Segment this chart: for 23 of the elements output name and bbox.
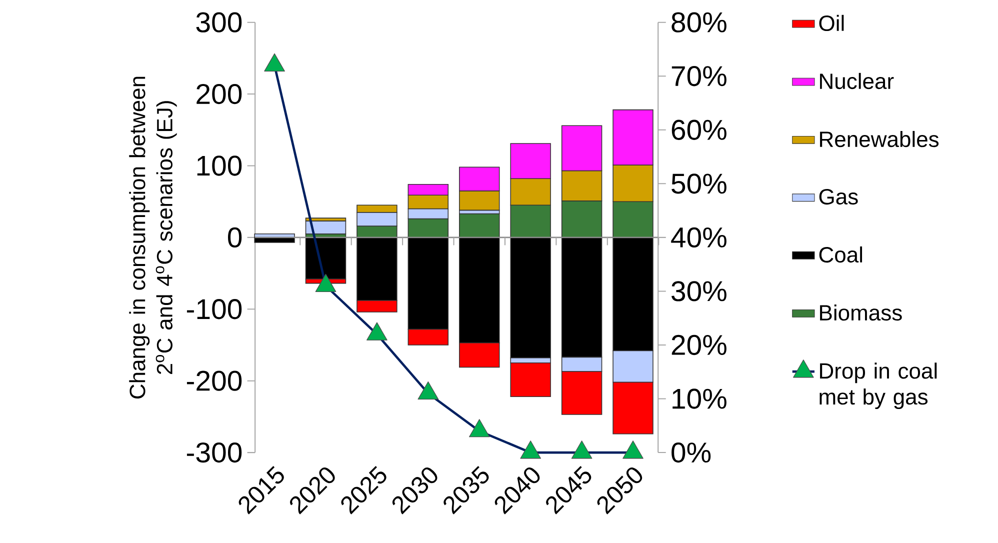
y2-tick-label: 10% [672, 388, 726, 409]
y-tick-label: 0 [228, 227, 242, 248]
y2-tick-label: 30% [672, 281, 726, 302]
y-tick-label: -200 [186, 370, 242, 391]
legend-label: Coal [819, 246, 862, 263]
y2-tick-label: 20% [672, 334, 726, 356]
y-tick-label: 200 [196, 84, 242, 104]
y2-tick-label: 0% [672, 442, 711, 463]
legend-label: Renewables [820, 131, 939, 148]
y-tick-label: -100 [186, 299, 242, 320]
y2-tick-label: 50% [672, 174, 726, 194]
y2-tick-label: 40% [671, 227, 726, 248]
legend-label: Gas [819, 189, 858, 205]
legend-label: Biomass [820, 304, 902, 321]
y2-tick-label: 80% [672, 12, 726, 32]
y2-tick-label: 70% [672, 66, 726, 86]
y-tick-label: 300 [196, 12, 242, 32]
legend-label: Oil [819, 14, 844, 32]
y2-tick-label: 60% [672, 120, 726, 140]
legend-label: Nuclear [820, 72, 894, 90]
legend-label: Drop in coal met by gas [820, 362, 937, 410]
y-tick-label: -300 [186, 442, 242, 463]
y-tick-label: 100 [197, 156, 242, 176]
